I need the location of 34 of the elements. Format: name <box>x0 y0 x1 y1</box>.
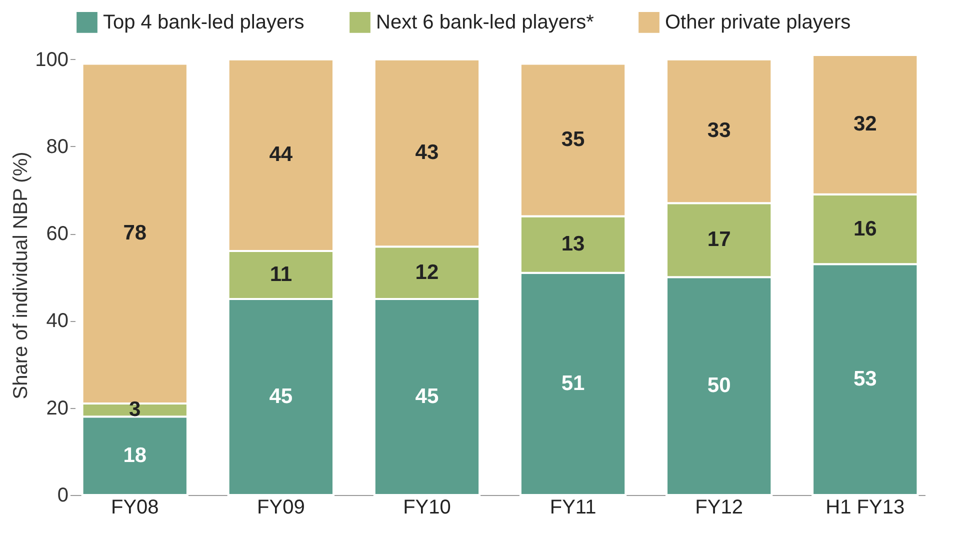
y-tick-label: 100 <box>35 48 68 71</box>
data-label: 33 <box>707 119 731 142</box>
data-label: 78 <box>123 222 147 245</box>
x-tick-label: FY12 <box>695 496 743 518</box>
y-tick-label: 20 <box>46 397 68 420</box>
data-label: 35 <box>561 128 586 151</box>
data-label: 32 <box>853 112 877 136</box>
data-label: 51 <box>561 372 586 395</box>
y-tick-label: 60 <box>46 223 68 246</box>
data-label: 18 <box>123 444 147 467</box>
data-label: 45 <box>269 384 293 408</box>
y-tick-label: 80 <box>46 136 68 158</box>
data-label: 12 <box>415 260 439 284</box>
x-tick-label: H1 FY13 <box>826 496 905 518</box>
data-label: 13 <box>561 232 585 256</box>
data-label: 16 <box>853 217 877 240</box>
x-tick-label: FY08 <box>110 496 159 518</box>
legend-label: Other private players <box>665 11 851 34</box>
data-label: 3 <box>129 398 141 422</box>
data-label: 17 <box>707 228 731 252</box>
y-tick-label: 0 <box>57 484 68 506</box>
legend-label: Top 4 bank-led players <box>103 11 304 34</box>
data-label: 45 <box>415 384 439 408</box>
x-tick-label: FY11 <box>550 496 596 518</box>
y-axis-title: Share of individual NBP (%) <box>10 152 32 400</box>
x-tick-label: FY09 <box>257 496 305 518</box>
data-label: 50 <box>707 374 731 398</box>
data-label: 43 <box>415 141 439 164</box>
data-label: 44 <box>269 143 293 166</box>
legend-label: Next 6 bank-led players* <box>376 11 594 34</box>
x-tick-label: FY10 <box>403 496 451 518</box>
data-label: 53 <box>853 368 877 391</box>
y-tick-label: 40 <box>46 310 68 332</box>
data-label: 11 <box>270 263 292 286</box>
